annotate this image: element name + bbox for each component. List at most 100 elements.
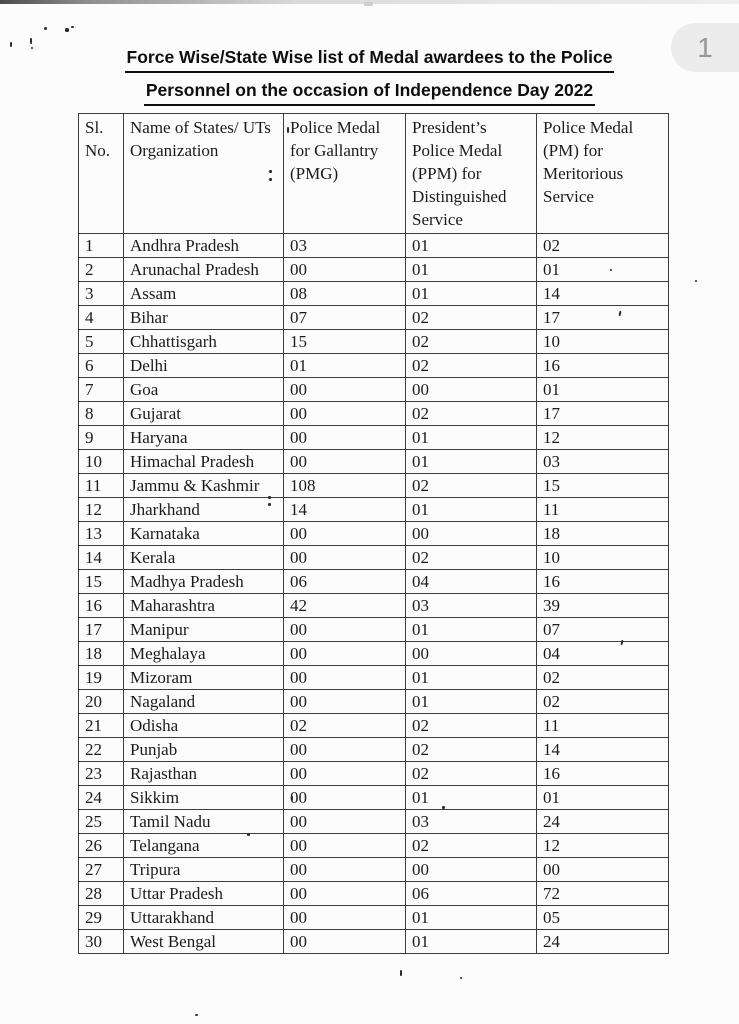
cell-ppm: 02 [405, 473, 537, 498]
cell-sl-no: 12 [78, 497, 124, 522]
cell-pm: 11 [536, 713, 669, 738]
cell-pmg: 01 [283, 353, 406, 378]
table-row: 2 Arunachal Pradesh 00 01 01 [78, 257, 669, 282]
header-state-name: Name of States/ UTs Organization [123, 113, 284, 234]
page-number: 1 [697, 31, 713, 63]
table-row: 3 Assam 08 01 14 [78, 281, 669, 306]
cell-pm: 72 [536, 881, 669, 906]
table-row: 5 Chhattisgarh 15 02 10 [78, 329, 669, 354]
cell-pmg: 108 [283, 473, 406, 498]
cell-ppm: 02 [405, 713, 537, 738]
table-row: 18 Meghalaya 00 00 04 [78, 641, 669, 666]
cell-pm: 16 [536, 761, 669, 786]
cell-pm: 17 [536, 305, 669, 330]
cell-ppm: 02 [405, 833, 537, 858]
cell-ppm: 01 [405, 425, 537, 450]
cell-sl-no: 5 [78, 329, 124, 354]
cell-pmg: 00 [283, 425, 406, 450]
cell-sl-no: 10 [78, 449, 124, 474]
cell-pm: 16 [536, 569, 669, 594]
cell-pmg: 00 [283, 881, 406, 906]
cell-state-name: Uttar Pradesh [123, 881, 284, 906]
cell-pmg: 03 [283, 233, 406, 258]
table-row: 16 Maharashtra 42 03 39 [78, 593, 669, 618]
table-row: 19 Mizoram 00 01 02 [78, 665, 669, 690]
cell-ppm: 06 [405, 881, 537, 906]
ink-speck [364, 2, 373, 6]
header-sl-no: Sl. No. [78, 113, 124, 234]
cell-sl-no: 28 [78, 881, 124, 906]
cell-pmg: 00 [283, 809, 406, 834]
cell-sl-no: 25 [78, 809, 124, 834]
cell-state-name: Karnataka [123, 521, 284, 546]
cell-ppm: 04 [405, 569, 537, 594]
table-row: 29 Uttarakhand 00 01 05 [78, 905, 669, 930]
ink-speck [287, 127, 289, 133]
cell-pmg: 00 [283, 401, 406, 426]
cell-pm: 39 [536, 593, 669, 618]
table-row: 23 Rajasthan 00 02 16 [78, 761, 669, 786]
table-row: 1 Andhra Pradesh 03 01 02 [78, 233, 669, 258]
cell-sl-no: 18 [78, 641, 124, 666]
table-row: 17 Manipur 00 01 07 [78, 617, 669, 642]
cell-pm: 11 [536, 497, 669, 522]
cell-pm: 16 [536, 353, 669, 378]
cell-ppm: 02 [405, 545, 537, 570]
ink-speck [400, 970, 402, 976]
cell-sl-no: 7 [78, 377, 124, 402]
cell-state-name: Jharkhand [123, 497, 284, 522]
cell-sl-no: 26 [78, 833, 124, 858]
cell-pmg: 00 [283, 905, 406, 930]
table-row: 21 Odisha 02 02 11 [78, 713, 669, 738]
cell-pmg: 00 [283, 737, 406, 762]
cell-pm: 24 [536, 929, 669, 954]
cell-state-name: Rajasthan [123, 761, 284, 786]
table-row: 11 Jammu & Kashmir 108 02 15 [78, 473, 669, 498]
cell-ppm: 01 [405, 929, 537, 954]
document-title: Force Wise/State Wise list of Medal awar… [0, 46, 739, 106]
cell-state-name: Mizoram [123, 665, 284, 690]
cell-sl-no: 23 [78, 761, 124, 786]
table-row: 30 West Bengal 00 01 24 [78, 929, 669, 954]
cell-pm: 01 [536, 785, 669, 810]
cell-state-name: Punjab [123, 737, 284, 762]
cell-ppm: 01 [405, 257, 537, 282]
cell-pmg: 00 [283, 785, 406, 810]
ink-speck [65, 28, 69, 32]
table-row: 25 Tamil Nadu 00 03 24 [78, 809, 669, 834]
cell-state-name: Meghalaya [123, 641, 284, 666]
cell-state-name: Odisha [123, 713, 284, 738]
cell-ppm: 01 [405, 617, 537, 642]
cell-pm: 02 [536, 233, 669, 258]
cell-ppm: 02 [405, 329, 537, 354]
cell-ppm: 00 [405, 641, 537, 666]
ink-speck [44, 27, 47, 30]
cell-sl-no: 21 [78, 713, 124, 738]
table-row: 22 Punjab 00 02 14 [78, 737, 669, 762]
table-row: 24 Sikkim 00 01 01 [78, 785, 669, 810]
header-ppm: President’s Police Medal (PPM) for Disti… [405, 113, 537, 234]
cell-pmg: 08 [283, 281, 406, 306]
cell-sl-no: 13 [78, 521, 124, 546]
cell-pm: 02 [536, 689, 669, 714]
cell-pmg: 00 [283, 665, 406, 690]
cell-pmg: 06 [283, 569, 406, 594]
header-pmg: Police Medal for Gallantry (PMG) [283, 113, 406, 234]
cell-ppm: 01 [405, 497, 537, 522]
cell-pmg: 42 [283, 593, 406, 618]
ink-speck [460, 977, 462, 979]
cell-pm: 14 [536, 281, 669, 306]
ink-speck [610, 269, 612, 271]
cell-ppm: 00 [405, 377, 537, 402]
cell-pmg: 14 [283, 497, 406, 522]
cell-sl-no: 14 [78, 545, 124, 570]
medal-awardees-table: Sl. No. Name of States/ UTs Organization P… [78, 113, 669, 954]
cell-pmg: 00 [283, 521, 406, 546]
ink-speck [31, 47, 33, 49]
cell-sl-no: 1 [78, 233, 124, 258]
cell-ppm: 02 [405, 305, 537, 330]
ink-speck [442, 806, 445, 809]
cell-pmg: 00 [283, 257, 406, 282]
cell-pm: 02 [536, 665, 669, 690]
